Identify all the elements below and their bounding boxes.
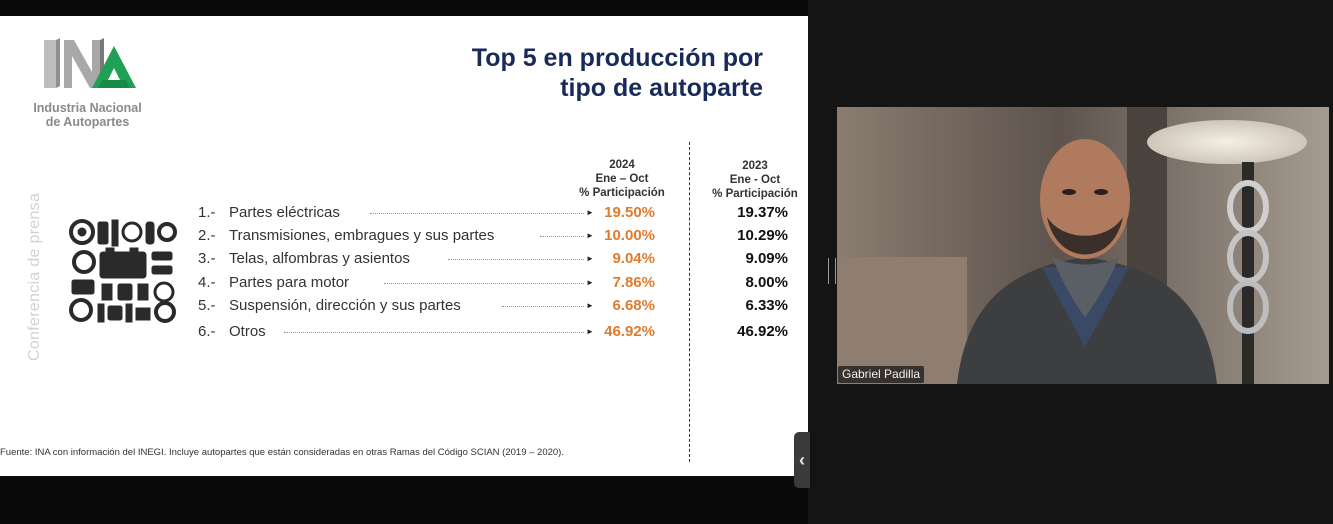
table-row: 1.- Partes eléctricas ► 19.50% 19.37% [0, 204, 808, 226]
ina-logo [44, 38, 136, 88]
value-2024: 7.86% [612, 274, 655, 291]
column-2023-year: 2023 [742, 160, 768, 172]
value-2023: 10.29% [737, 227, 788, 244]
value-2024: 46.92% [604, 323, 655, 340]
column-2024-metric: % Participación [579, 187, 665, 199]
column-header-2023: 2023 Ene - Oct % Participación [700, 159, 808, 201]
row-number: 6.- [198, 323, 216, 340]
value-2023: 8.00% [745, 274, 788, 291]
value-2023: 6.33% [745, 297, 788, 314]
arrow-right-icon: ► [586, 327, 594, 336]
table-row: 4.- Partes para motor ► 7.86% 8.00% [0, 274, 808, 296]
arrow-right-icon: ► [586, 231, 594, 240]
row-label: Partes para motor [229, 274, 354, 291]
shared-slide: Industria Nacional de Autopartes Top 5 e… [0, 16, 808, 476]
value-2024: 10.00% [604, 227, 655, 244]
row-number: 5.- [198, 297, 216, 314]
row-number: 4.- [198, 274, 216, 291]
participant-name-label: Gabriel Padilla [838, 366, 925, 383]
column-2023-metric: % Participación [712, 188, 798, 200]
column-header-2024: 2024 Ene – Oct % Participación [566, 158, 678, 200]
leader-line [370, 213, 584, 214]
source-note: Fuente: INA con información del INEGI. I… [0, 447, 564, 458]
value-2023: 19.37% [737, 204, 788, 221]
collapse-panel-button[interactable]: ‹ [794, 432, 810, 488]
row-label: Suspensión, dirección y sus partes [229, 297, 465, 314]
arrow-right-icon: ► [586, 301, 594, 310]
leader-line [540, 236, 584, 237]
arrow-right-icon: ► [586, 278, 594, 287]
arrow-right-icon: ► [586, 208, 594, 217]
row-number: 3.- [198, 250, 216, 267]
bottom-bar [0, 476, 808, 524]
row-number: 2.- [198, 227, 216, 244]
value-2024: 9.04% [612, 250, 655, 267]
leader-line [284, 332, 584, 333]
column-2024-year: 2024 [609, 159, 635, 171]
organization-name: Industria Nacional de Autopartes [33, 101, 142, 129]
value-2024: 6.68% [612, 297, 655, 314]
slide-title: Top 5 en producción por tipo de autopart… [471, 44, 763, 102]
chevron-left-icon: ‹ [799, 450, 805, 470]
arrow-right-icon: ► [586, 254, 594, 263]
top-bar [0, 0, 808, 16]
table-row: 3.- Telas, alfombras y asientos ► 9.04% … [0, 250, 808, 272]
column-2024-period: Ene – Oct [595, 173, 649, 185]
video-frame [837, 107, 1329, 384]
leader-line [384, 283, 584, 284]
row-label: Partes eléctricas [229, 204, 344, 221]
value-2023: 46.92% [737, 323, 788, 340]
row-label: Telas, alfombras y asientos [229, 250, 414, 267]
table-row: 6.- Otros ► 46.92% 46.92% [0, 323, 808, 345]
participant-video[interactable] [837, 107, 1329, 384]
auto-parts-icon [69, 219, 177, 323]
column-2023-period: Ene - Oct [729, 174, 781, 186]
row-number: 1.- [198, 204, 216, 221]
value-2023: 9.09% [745, 250, 788, 267]
table-row: 2.- Transmisiones, embragues y sus parte… [0, 227, 808, 249]
leader-line [448, 259, 584, 260]
resize-handle-icon[interactable] [828, 258, 836, 284]
row-label: Otros [229, 323, 270, 340]
row-label: Transmisiones, embragues y sus partes [229, 227, 499, 244]
column-divider [689, 142, 690, 462]
leader-line [502, 306, 584, 307]
table-row: 5.- Suspensión, dirección y sus partes ►… [0, 297, 808, 319]
value-2024: 19.50% [604, 204, 655, 221]
